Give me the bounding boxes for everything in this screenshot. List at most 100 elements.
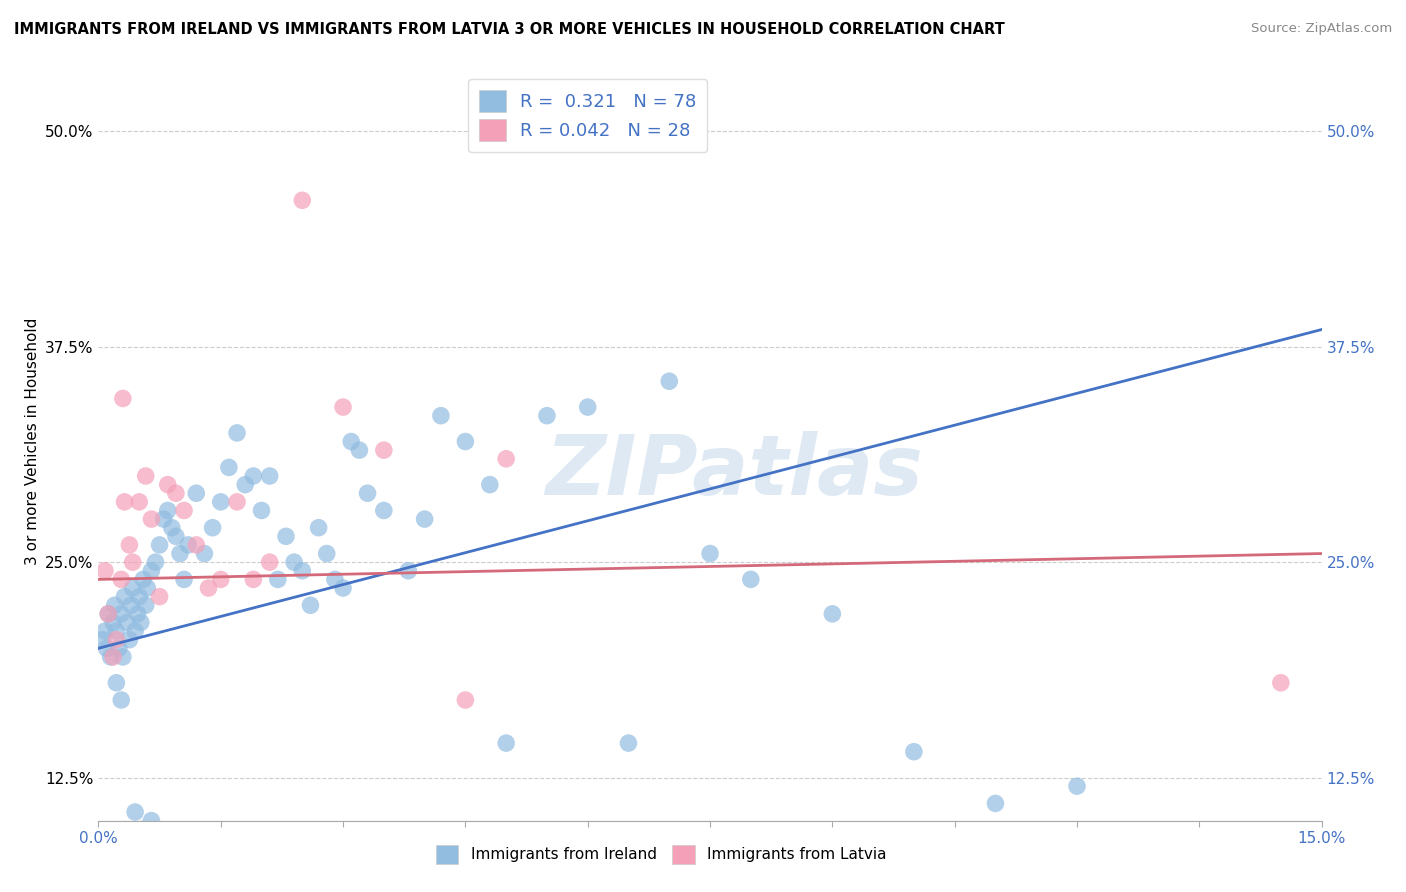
Point: [94, 564, 117, 578]
Point: [576, 400, 599, 414]
Point: [160, 521, 183, 535]
Point: [177, 538, 200, 552]
Point: [165, 486, 187, 500]
Point: [152, 512, 174, 526]
Point: [97, 607, 120, 621]
Point: [209, 495, 232, 509]
Point: [118, 538, 141, 552]
Text: IMMIGRANTS FROM IRELAND VS IMMIGRANTS FROM LATVIA 3 OR MORE VEHICLES IN HOUSEHOL: IMMIGRANTS FROM IRELAND VS IMMIGRANTS FR…: [14, 22, 1005, 37]
Point: [111, 392, 134, 406]
Point: [495, 736, 517, 750]
Point: [105, 675, 128, 690]
Point: [120, 599, 142, 613]
Point: [250, 503, 273, 517]
Point: [201, 521, 224, 535]
Point: [315, 547, 337, 561]
Point: [233, 477, 256, 491]
Point: [226, 495, 249, 509]
Point: [145, 555, 167, 569]
Point: [111, 649, 134, 664]
Point: [323, 573, 346, 587]
Point: [141, 512, 163, 526]
Point: [91, 632, 114, 647]
Point: [186, 486, 208, 500]
Point: [156, 503, 179, 517]
Point: [156, 477, 179, 491]
Point: [115, 615, 138, 630]
Point: [242, 573, 264, 587]
Point: [115, 839, 138, 854]
Point: [128, 495, 150, 509]
Point: [124, 805, 146, 819]
Point: [173, 573, 195, 587]
Point: [340, 434, 363, 449]
Point: [291, 564, 314, 578]
Point: [699, 547, 721, 561]
Point: [110, 573, 132, 587]
Point: [96, 641, 118, 656]
Point: [132, 822, 155, 837]
Point: [617, 736, 640, 750]
Point: [495, 451, 517, 466]
Point: [197, 581, 219, 595]
Point: [1270, 675, 1292, 690]
Point: [114, 590, 136, 604]
Legend: Immigrants from Ireland, Immigrants from Latvia: Immigrants from Ireland, Immigrants from…: [429, 839, 893, 870]
Point: [165, 529, 187, 543]
Point: [121, 555, 143, 569]
Point: [356, 486, 378, 500]
Point: [740, 573, 762, 587]
Point: [299, 599, 322, 613]
Point: [110, 607, 132, 621]
Point: [821, 607, 844, 621]
Point: [1066, 779, 1088, 793]
Point: [132, 573, 155, 587]
Point: [349, 443, 371, 458]
Point: [274, 529, 297, 543]
Point: [186, 538, 208, 552]
Point: [105, 624, 128, 639]
Point: [141, 814, 163, 828]
Point: [259, 469, 281, 483]
Point: [332, 581, 354, 595]
Point: [226, 425, 249, 440]
Y-axis label: 3 or more Vehicles in Household: 3 or more Vehicles in Household: [24, 318, 39, 566]
Point: [169, 547, 191, 561]
Point: [536, 409, 558, 423]
Point: [193, 547, 215, 561]
Point: [104, 599, 127, 613]
Point: [413, 512, 436, 526]
Point: [454, 434, 477, 449]
Point: [129, 615, 152, 630]
Point: [478, 477, 501, 491]
Text: ZIPatlas: ZIPatlas: [546, 432, 924, 512]
Point: [218, 460, 240, 475]
Point: [259, 555, 281, 569]
Point: [135, 469, 157, 483]
Point: [149, 590, 172, 604]
Point: [454, 693, 477, 707]
Point: [101, 649, 124, 664]
Point: [373, 443, 395, 458]
Point: [110, 693, 132, 707]
Point: [658, 374, 681, 388]
Point: [396, 564, 419, 578]
Point: [127, 607, 149, 621]
Point: [128, 590, 150, 604]
Point: [173, 503, 195, 517]
Point: [242, 469, 264, 483]
Point: [114, 495, 136, 509]
Point: [308, 521, 330, 535]
Point: [209, 573, 232, 587]
Point: [136, 581, 159, 595]
Point: [124, 624, 146, 639]
Point: [108, 641, 131, 656]
Point: [105, 632, 128, 647]
Point: [121, 581, 143, 595]
Point: [94, 624, 117, 639]
Point: [100, 649, 122, 664]
Point: [291, 194, 314, 208]
Point: [984, 797, 1007, 811]
Point: [373, 503, 395, 517]
Point: [430, 409, 453, 423]
